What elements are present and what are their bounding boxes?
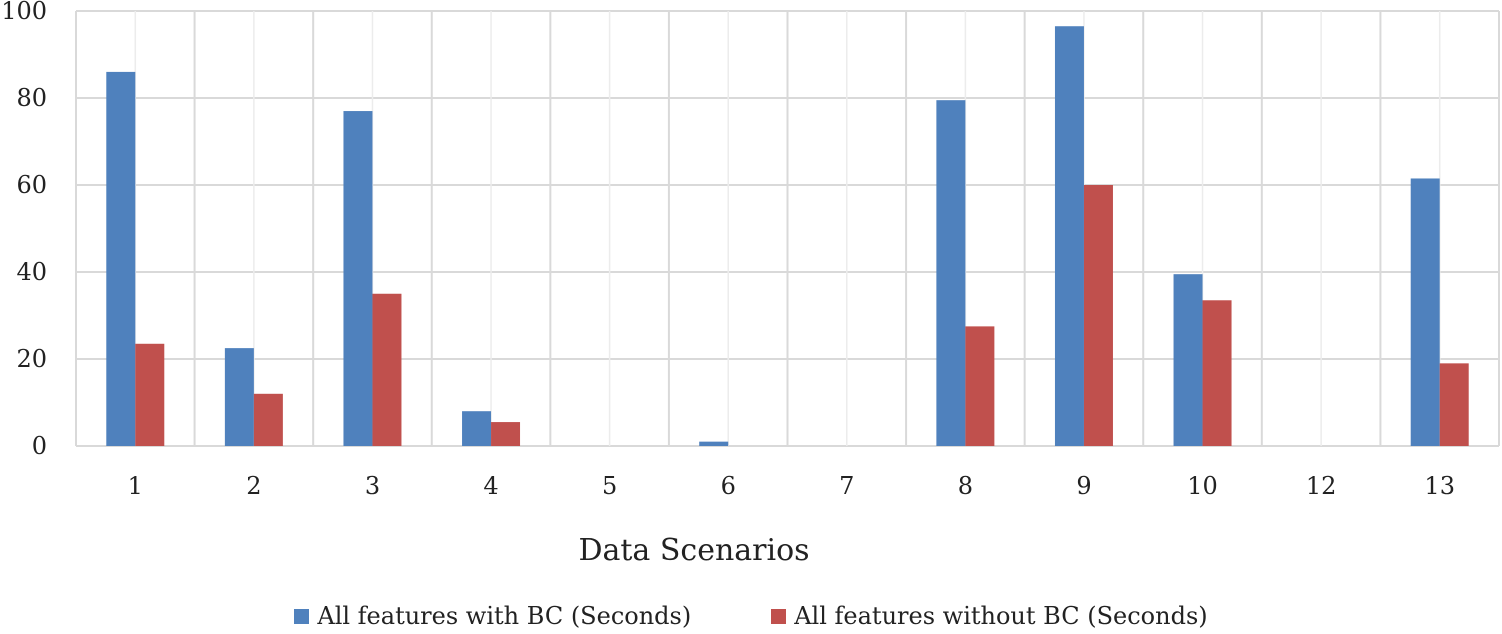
bar-with-bc-8 [936,100,966,447]
bar-with-bc-1 [106,71,136,447]
x-tick-label: 3 [365,472,380,500]
y-tick-label: 40 [16,258,47,286]
x-tick-label: 4 [483,472,498,500]
x-tick-label: 13 [1424,472,1455,500]
x-tick-label: 10 [1187,472,1218,500]
bar-without-bc-13 [1439,363,1469,446]
legend-item-with-bc: All features with BC (Seconds) [294,602,691,630]
bar-without-bc-4 [491,422,521,446]
x-tick-label: 6 [721,472,736,500]
bar-with-bc-13 [1410,178,1440,446]
y-tick-label: 20 [16,345,47,373]
gridlines [75,10,1500,447]
x-tick-label: 1 [128,472,143,500]
x-tick-label: 2 [246,472,261,500]
y-tick-label: 100 [1,0,47,25]
x-tick-label: 7 [839,472,854,500]
y-tick-label: 60 [16,171,47,199]
bar-with-bc-3 [343,111,373,447]
bars [106,26,1469,447]
bar-without-bc-1 [135,343,165,446]
bar-without-bc-8 [965,326,995,446]
bar-without-bc-2 [253,393,283,446]
bar-without-bc-10 [1202,300,1232,446]
x-tick-label: 12 [1306,472,1337,500]
x-axis-ticks: 1 2 3 4 5 6 7 8 9 10 12 13 [128,472,1455,500]
legend-swatch [294,608,310,624]
bar-with-bc-4 [462,411,492,446]
y-tick-label: 80 [16,84,47,112]
x-tick-label: 5 [602,472,617,500]
x-axis-title: Data Scenarios [578,533,809,568]
bar-without-bc-3 [372,293,402,446]
bar-without-bc-9 [1083,185,1113,446]
y-tick-label: 0 [32,432,47,460]
bar-with-bc-2 [224,348,254,446]
legend-label: All features without BC (Seconds) [794,602,1208,630]
x-tick-label: 9 [1076,472,1091,500]
bar-with-bc-9 [1054,26,1084,446]
y-axis-ticks: 0 20 40 60 80 100 [1,0,47,460]
legend: All features with BC (Seconds) All featu… [0,598,1502,634]
x-tick-label: 8 [958,472,973,500]
bar-with-bc-6 [699,441,729,446]
bar-with-bc-10 [1173,274,1203,446]
legend-item-without-bc: All features without BC (Seconds) [771,602,1208,630]
legend-label: All features with BC (Seconds) [317,602,692,630]
legend-swatch [771,608,787,624]
